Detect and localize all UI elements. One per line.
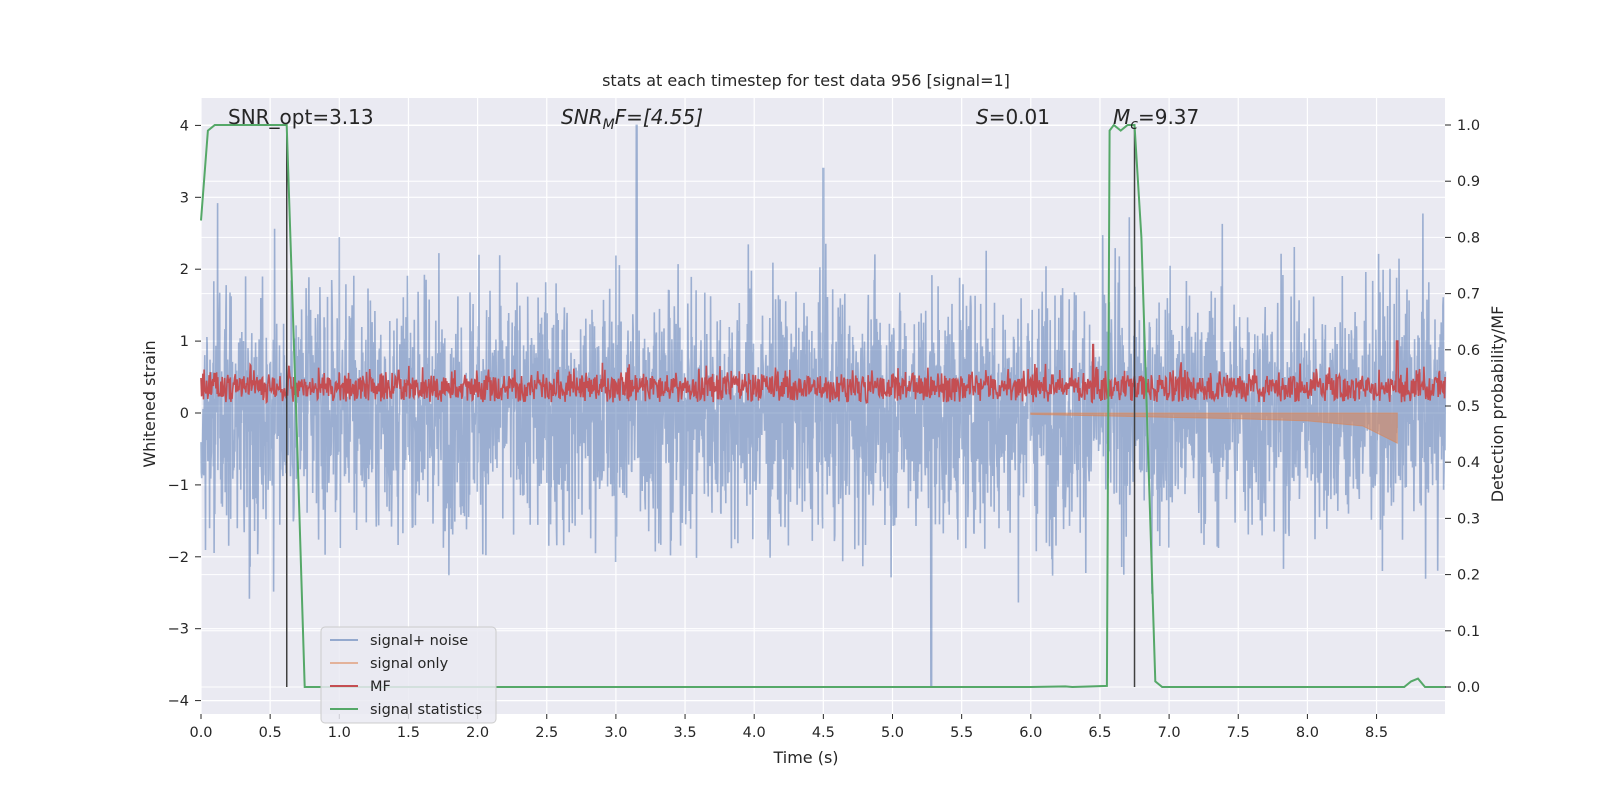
y-right-tick-label: 0.7 bbox=[1457, 287, 1480, 303]
legend-label-noise: signal+ noise bbox=[370, 633, 468, 649]
legend-label-stats: signal statistics bbox=[370, 702, 482, 718]
y-left-tick-label: −4 bbox=[168, 694, 189, 710]
y-right-tick-label: 0.3 bbox=[1457, 511, 1480, 527]
signal-statistics-line bbox=[200, 123, 1446, 689]
x-tick-label: 6.0 bbox=[1019, 725, 1042, 741]
y-right-tick-label: 0.2 bbox=[1457, 568, 1480, 584]
y-right-tick-label: 0.5 bbox=[1457, 399, 1480, 415]
left-y-axis-ticks: 4 3 2 1 0 −1 −2 −3 −4 bbox=[168, 118, 201, 710]
x-tick-label: 2.0 bbox=[466, 725, 489, 741]
y-right-tick-label: 0.9 bbox=[1457, 174, 1480, 190]
y-right-tick-label: 0.8 bbox=[1457, 230, 1480, 246]
y-left-tick-label: −1 bbox=[168, 478, 189, 494]
mc-annotation-value: =9.37 bbox=[1138, 105, 1199, 129]
y-right-tick-label: 0.6 bbox=[1457, 343, 1480, 359]
s-annotation-value: =0.01 bbox=[989, 105, 1050, 129]
signal-statistics-series bbox=[200, 123, 1446, 689]
y-left-tick-label: −3 bbox=[168, 622, 189, 638]
x-tick-label: 3.0 bbox=[604, 725, 627, 741]
mf-line bbox=[200, 340, 1446, 405]
legend-label-signal: signal only bbox=[370, 656, 449, 672]
y-right-tick-label: 0.0 bbox=[1457, 680, 1480, 696]
x-tick-label: 5.5 bbox=[950, 725, 973, 741]
y-left-tick-label: 0 bbox=[180, 406, 189, 422]
mc-annotation-base: M bbox=[1113, 105, 1130, 129]
x-tick-label: 4.5 bbox=[812, 725, 835, 741]
x-axis-label: Time (s) bbox=[772, 748, 838, 767]
x-axis-ticks: 0.0 0.5 1.0 1.5 2.0 2.5 3.0 3.5 4.0 4.5 5.0 5.5 6.0 6… bbox=[189, 714, 1388, 741]
snr-opt-annotation: SNR_opt=3.13 bbox=[228, 105, 374, 129]
y-right-tick-label: 0.1 bbox=[1457, 624, 1480, 640]
signal-noise-series bbox=[200, 124, 1447, 688]
y-left-tick-label: 4 bbox=[180, 118, 189, 134]
y-left-tick-label: 3 bbox=[180, 190, 189, 206]
x-tick-label: 0.0 bbox=[189, 725, 212, 741]
snr-mf-sub: M bbox=[603, 117, 615, 133]
snr-mf-base: SNR bbox=[561, 105, 603, 129]
x-tick-label: 0.5 bbox=[259, 725, 282, 741]
signal-only-area bbox=[1030, 412, 1398, 445]
x-tick-label: 1.0 bbox=[328, 725, 351, 741]
x-tick-label: 7.0 bbox=[1158, 725, 1181, 741]
snr-mf-annotation: SNRMF=[4.55] bbox=[561, 105, 703, 133]
vertical-markers bbox=[285, 125, 1136, 687]
chart-title: stats at each timestep for test data 956… bbox=[602, 71, 1010, 90]
y-right-tick-label: 0.4 bbox=[1457, 455, 1480, 471]
x-tick-label: 6.5 bbox=[1088, 725, 1111, 741]
snr-mf-rest: F=[4.55] bbox=[615, 105, 703, 129]
s-annotation: S=0.01 bbox=[976, 105, 1050, 129]
right-y-axis-ticks: 1.0 0.9 0.8 0.7 0.6 0.5 0.4 0.3 0.2 0.1 0.0 bbox=[1445, 118, 1480, 696]
s-annotation-name: S bbox=[976, 105, 989, 129]
x-tick-label: 1.5 bbox=[397, 725, 420, 741]
mf-series bbox=[200, 340, 1446, 405]
x-tick-label: 4.0 bbox=[743, 725, 766, 741]
x-tick-label: 8.5 bbox=[1365, 725, 1388, 741]
x-tick-label: 5.0 bbox=[881, 725, 904, 741]
x-tick-label: 7.5 bbox=[1227, 725, 1250, 741]
plot-area bbox=[200, 98, 1447, 714]
signal-only-series bbox=[1030, 412, 1398, 445]
y-left-tick-label: 2 bbox=[180, 262, 189, 278]
legend: signal+ noise signal only MF signal stat… bbox=[320, 626, 497, 724]
y-right-tick-label: 1.0 bbox=[1457, 118, 1480, 134]
legend-label-mf: MF bbox=[370, 679, 391, 695]
left-y-axis-label: Whitened strain bbox=[140, 340, 159, 467]
right-y-axis-label: Detection probability/MF bbox=[1488, 306, 1507, 503]
legend-box bbox=[320, 626, 497, 724]
x-tick-label: 8.0 bbox=[1296, 725, 1319, 741]
y-left-tick-label: 1 bbox=[180, 334, 189, 350]
mc-annotation: Mc=9.37 bbox=[1113, 105, 1199, 133]
signal-noise-line bbox=[200, 124, 1447, 688]
x-tick-label: 3.5 bbox=[674, 725, 697, 741]
mc-annotation-sub: c bbox=[1130, 117, 1138, 133]
y-left-tick-label: −2 bbox=[168, 550, 189, 566]
x-tick-label: 2.5 bbox=[535, 725, 558, 741]
